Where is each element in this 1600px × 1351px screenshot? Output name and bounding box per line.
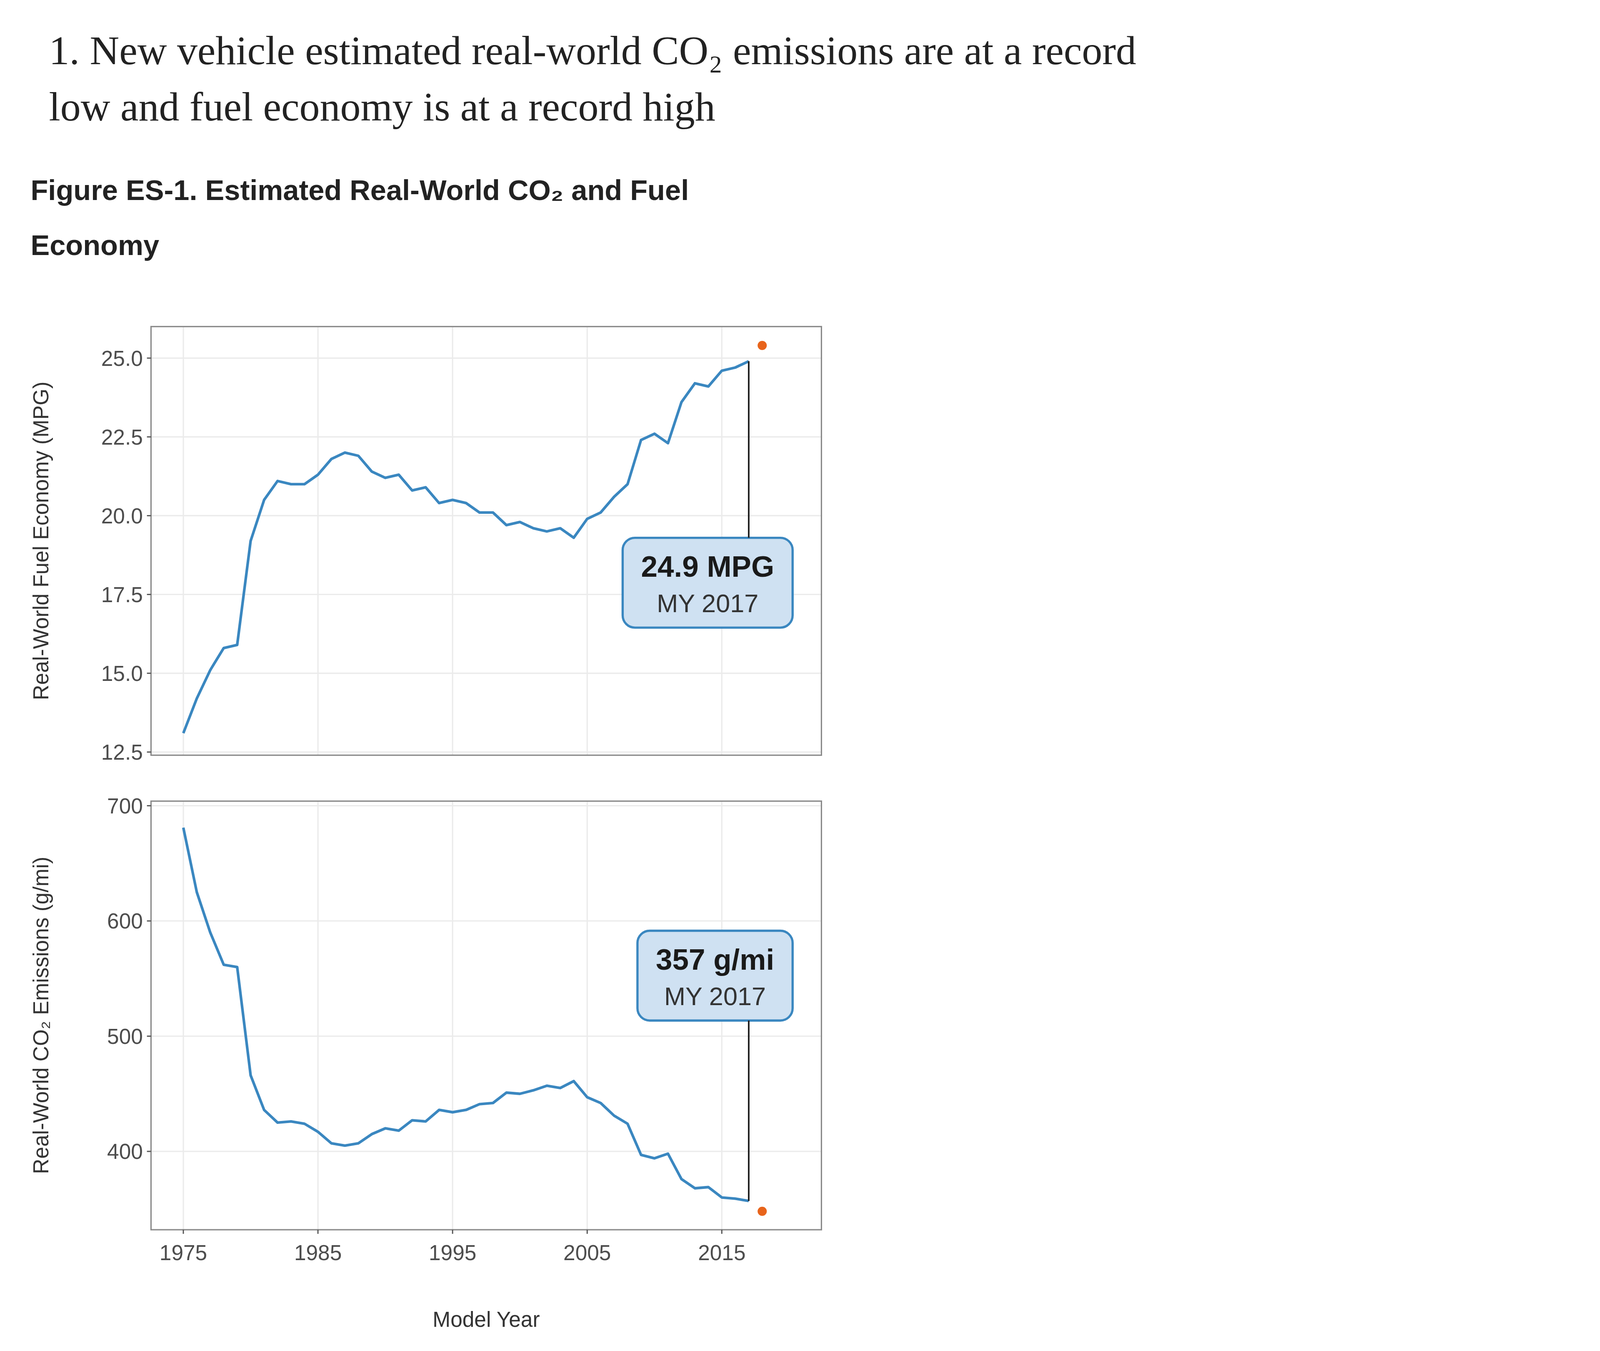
grid-line [150, 515, 822, 517]
callout-text: 24.9 MPG [640, 550, 775, 583]
tick-label: 1975 [159, 1240, 208, 1265]
tick-mark [147, 436, 152, 438]
axis-title: Model Year [432, 1307, 540, 1332]
tick-mark [147, 1150, 152, 1153]
data-group [183, 827, 767, 1216]
figure-title: Economy [30, 229, 160, 262]
grid-line [317, 326, 319, 756]
tick-label: 22.5 [101, 425, 143, 450]
grid-line [182, 800, 184, 1230]
headline: low and fuel economy is at a record high [49, 84, 716, 130]
grid-line [182, 326, 184, 756]
callout: 357 g/mi MY 2017 [637, 930, 793, 1201]
data-point [757, 340, 767, 350]
tick-mark [586, 1229, 588, 1234]
tick-mark [147, 357, 152, 359]
figure: 1. New vehicle estimated real-world CO₂ … [0, 0, 1600, 1351]
tick-label: 17.5 [101, 582, 143, 607]
tick-label: 500 [107, 1024, 143, 1049]
tick-mark [182, 1229, 185, 1234]
tick-mark [721, 1229, 723, 1234]
axis-title: Real-World Fuel Economy (MPG) [28, 381, 53, 701]
tick-mark [147, 751, 152, 753]
grid-line [150, 436, 822, 438]
grid-line [150, 357, 822, 359]
grid-line [150, 1150, 822, 1152]
data-point [757, 1206, 767, 1216]
tick-label: 400 [107, 1139, 143, 1164]
grid-line [452, 800, 454, 1230]
tick-mark [147, 920, 152, 922]
plot-frame [150, 326, 822, 756]
plot-frame [150, 800, 822, 1230]
tick-label: 25.0 [101, 346, 143, 371]
tick-label: 2005 [563, 1240, 611, 1265]
grid-line [452, 326, 454, 756]
tick-label: 600 [107, 908, 143, 933]
tick-mark [147, 672, 152, 674]
grid-line [150, 672, 822, 674]
grid-line [586, 326, 588, 756]
callout-subtext: MY 2017 [656, 589, 759, 618]
grid-line [586, 800, 588, 1230]
grid-line [150, 1035, 822, 1037]
tick-label: 2015 [697, 1240, 746, 1265]
grid-line [150, 805, 822, 807]
grid-line [317, 800, 319, 1230]
tick-mark [147, 1035, 152, 1037]
axis-title: Real-World CO₂ Emissions (g/mi) [28, 856, 53, 1175]
panel: 12.5 15.0 17.5 20.0 22.5 25.0 Real-World Fuel … [28, 326, 822, 765]
grid-line [150, 920, 822, 922]
tick-label: 20.0 [101, 503, 143, 528]
tick-mark [452, 1229, 454, 1234]
panel: 400 500 600 700 1975 1985 1995 2005 2015 Real-Wor… [28, 793, 822, 1332]
tick-mark [317, 1229, 319, 1234]
callout-text: 357 g/mi [655, 942, 775, 976]
tick-mark [147, 515, 152, 517]
tick-label: 1995 [428, 1240, 477, 1265]
tick-label: 12.5 [101, 740, 143, 765]
callout-connector [747, 1020, 750, 1201]
callout-subtext: MY 2017 [664, 982, 766, 1011]
tick-label: 700 [107, 793, 143, 818]
headline: 1. New vehicle estimated real-world CO₂ … [49, 27, 1137, 73]
tick-label: 1985 [294, 1240, 342, 1265]
callout: 24.9 MPG MY 2017 [622, 361, 793, 628]
callout-box [637, 930, 793, 1021]
grid-line [150, 751, 822, 753]
callout-box [622, 537, 793, 628]
tick-mark [147, 805, 152, 807]
tick-mark [147, 593, 152, 595]
figure-title: Figure ES-1. Estimated Real-World CO₂ an… [30, 174, 689, 207]
background [0, 0, 1600, 1351]
tick-label: 15.0 [101, 661, 143, 686]
callout-connector [747, 361, 750, 538]
